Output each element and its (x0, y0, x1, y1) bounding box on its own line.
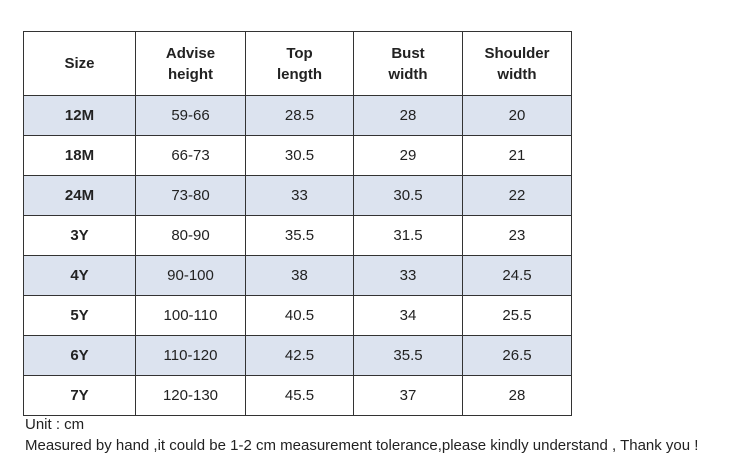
size-table: Size Advise height Top length Bust width Sho… (23, 31, 572, 416)
size-cell: 12M (23, 95, 136, 136)
value-cell: 23 (462, 215, 572, 256)
value-cell: 90-100 (135, 255, 246, 296)
table-row: 6Y 110-120 42.5 35.5 26.5 (23, 335, 572, 376)
value-cell: 28 (462, 375, 572, 416)
value-cell: 28 (353, 95, 463, 136)
value-cell: 45.5 (245, 375, 354, 416)
size-cell: 4Y (23, 255, 136, 296)
value-cell: 40.5 (245, 295, 354, 336)
header-cell: Shoulder width (462, 31, 572, 96)
table-body: 12M 59-66 28.5 28 20 18M 66-73 30.5 29 21 24M 73-80… (23, 95, 572, 416)
size-cell: 24M (23, 175, 136, 216)
header-cell: Size (23, 31, 136, 96)
value-cell: 42.5 (245, 335, 354, 376)
value-cell: 29 (353, 135, 463, 176)
table-row: 7Y 120-130 45.5 37 28 (23, 375, 572, 416)
size-cell: 7Y (23, 375, 136, 416)
size-cell: 18M (23, 135, 136, 176)
value-cell: 33 (353, 255, 463, 296)
value-cell: 100-110 (135, 295, 246, 336)
header-cell: Advise height (135, 31, 246, 96)
value-cell: 66-73 (135, 135, 246, 176)
size-cell: 5Y (23, 295, 136, 336)
value-cell: 33 (245, 175, 354, 216)
value-cell: 110-120 (135, 335, 246, 376)
header-cell: Bust width (353, 31, 463, 96)
size-cell: 6Y (23, 335, 136, 376)
value-cell: 31.5 (353, 215, 463, 256)
value-cell: 73-80 (135, 175, 246, 216)
value-cell: 30.5 (245, 135, 354, 176)
value-cell: 120-130 (135, 375, 246, 416)
header-cell: Top length (245, 31, 354, 96)
tolerance-note: Measured by hand ,it could be 1-2 cm mea… (25, 437, 699, 454)
table-row: 24M 73-80 33 30.5 22 (23, 175, 572, 216)
size-cell: 3Y (23, 215, 136, 256)
table-row: 4Y 90-100 38 33 24.5 (23, 255, 572, 296)
table-row: 12M 59-66 28.5 28 20 (23, 95, 572, 136)
value-cell: 35.5 (245, 215, 354, 256)
unit-note: Unit : cm (25, 416, 85, 433)
value-cell: 20 (462, 95, 572, 136)
value-cell: 59-66 (135, 95, 246, 136)
value-cell: 80-90 (135, 215, 246, 256)
value-cell: 30.5 (353, 175, 463, 216)
value-cell: 38 (245, 255, 354, 296)
value-cell: 21 (462, 135, 572, 176)
value-cell: 26.5 (462, 335, 572, 376)
value-cell: 28.5 (245, 95, 354, 136)
value-cell: 22 (462, 175, 572, 216)
value-cell: 25.5 (462, 295, 572, 336)
value-cell: 24.5 (462, 255, 572, 296)
table-row: 5Y 100-110 40.5 34 25.5 (23, 295, 572, 336)
value-cell: 37 (353, 375, 463, 416)
header-row: Size Advise height Top length Bust width Sho… (23, 31, 572, 96)
table-row: 3Y 80-90 35.5 31.5 23 (23, 215, 572, 256)
table-row: 18M 66-73 30.5 29 21 (23, 135, 572, 176)
value-cell: 35.5 (353, 335, 463, 376)
value-cell: 34 (353, 295, 463, 336)
